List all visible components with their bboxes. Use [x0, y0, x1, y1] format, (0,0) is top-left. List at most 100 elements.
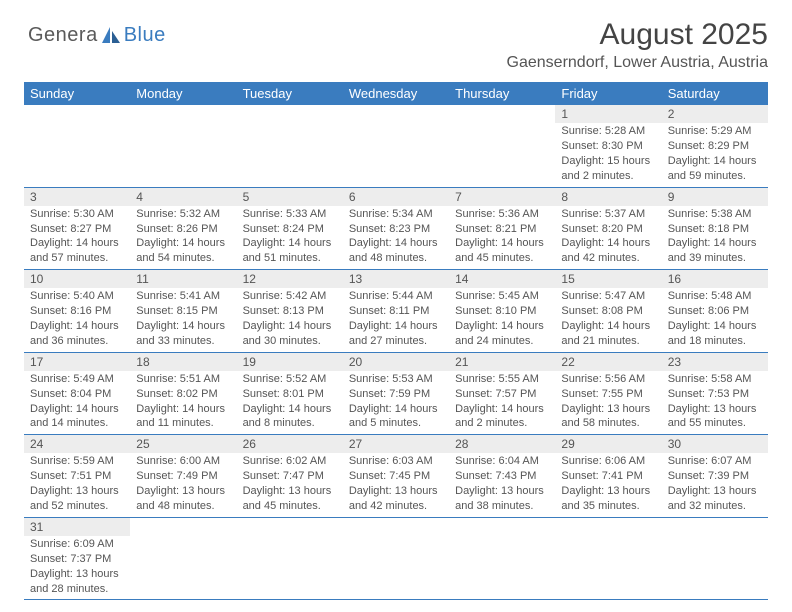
sunset-line: Sunset: 7:45 PM — [349, 469, 443, 484]
sunrise-line: Sunrise: 5:59 AM — [30, 454, 124, 469]
day-details: Sunrise: 5:44 AMSunset: 8:11 PMDaylight:… — [343, 288, 449, 351]
calendar-day-cell: 24Sunrise: 5:59 AMSunset: 7:51 PMDayligh… — [24, 435, 130, 518]
empty-day — [449, 105, 555, 123]
day-number: 3 — [24, 188, 130, 206]
calendar-day-cell: 27Sunrise: 6:03 AMSunset: 7:45 PMDayligh… — [343, 435, 449, 518]
calendar-day-cell — [449, 517, 555, 600]
sunset-line: Sunset: 8:20 PM — [561, 222, 655, 237]
day-details: Sunrise: 5:40 AMSunset: 8:16 PMDaylight:… — [24, 288, 130, 351]
day-number: 31 — [24, 518, 130, 536]
calendar-day-cell: 28Sunrise: 6:04 AMSunset: 7:43 PMDayligh… — [449, 435, 555, 518]
daylight-line: Daylight: 14 hours and 11 minutes. — [136, 402, 230, 432]
day-number: 12 — [237, 270, 343, 288]
day-number: 29 — [555, 435, 661, 453]
sunset-line: Sunset: 8:13 PM — [243, 304, 337, 319]
sunset-line: Sunset: 7:47 PM — [243, 469, 337, 484]
calendar-day-cell: 20Sunrise: 5:53 AMSunset: 7:59 PMDayligh… — [343, 352, 449, 435]
weekday-header: Friday — [555, 82, 661, 105]
daylight-line: Daylight: 14 hours and 33 minutes. — [136, 319, 230, 349]
day-details: Sunrise: 6:03 AMSunset: 7:45 PMDaylight:… — [343, 453, 449, 516]
day-number: 20 — [343, 353, 449, 371]
calendar-day-cell — [343, 105, 449, 187]
sunset-line: Sunset: 7:57 PM — [455, 387, 549, 402]
calendar-day-cell: 9Sunrise: 5:38 AMSunset: 8:18 PMDaylight… — [662, 187, 768, 270]
daylight-line: Daylight: 14 hours and 36 minutes. — [30, 319, 124, 349]
daylight-line: Daylight: 13 hours and 48 minutes. — [136, 484, 230, 514]
sunrise-line: Sunrise: 6:09 AM — [30, 537, 124, 552]
empty-day — [130, 105, 236, 123]
calendar-day-cell: 8Sunrise: 5:37 AMSunset: 8:20 PMDaylight… — [555, 187, 661, 270]
day-details: Sunrise: 5:32 AMSunset: 8:26 PMDaylight:… — [130, 206, 236, 269]
sunrise-line: Sunrise: 5:58 AM — [668, 372, 762, 387]
daylight-line: Daylight: 14 hours and 24 minutes. — [455, 319, 549, 349]
sunrise-line: Sunrise: 5:29 AM — [668, 124, 762, 139]
day-details: Sunrise: 5:53 AMSunset: 7:59 PMDaylight:… — [343, 371, 449, 434]
calendar-week-row: 3Sunrise: 5:30 AMSunset: 8:27 PMDaylight… — [24, 187, 768, 270]
sunset-line: Sunset: 8:10 PM — [455, 304, 549, 319]
daylight-line: Daylight: 15 hours and 2 minutes. — [561, 154, 655, 184]
day-details: Sunrise: 5:38 AMSunset: 8:18 PMDaylight:… — [662, 206, 768, 269]
sunrise-line: Sunrise: 5:37 AM — [561, 207, 655, 222]
sunset-line: Sunset: 8:08 PM — [561, 304, 655, 319]
calendar-day-cell: 29Sunrise: 6:06 AMSunset: 7:41 PMDayligh… — [555, 435, 661, 518]
day-details: Sunrise: 5:37 AMSunset: 8:20 PMDaylight:… — [555, 206, 661, 269]
day-number: 24 — [24, 435, 130, 453]
calendar-week-row: 17Sunrise: 5:49 AMSunset: 8:04 PMDayligh… — [24, 352, 768, 435]
daylight-line: Daylight: 13 hours and 52 minutes. — [30, 484, 124, 514]
sunrise-line: Sunrise: 5:33 AM — [243, 207, 337, 222]
day-details: Sunrise: 5:52 AMSunset: 8:01 PMDaylight:… — [237, 371, 343, 434]
day-details: Sunrise: 5:49 AMSunset: 8:04 PMDaylight:… — [24, 371, 130, 434]
sunset-line: Sunset: 7:53 PM — [668, 387, 762, 402]
day-details: Sunrise: 5:59 AMSunset: 7:51 PMDaylight:… — [24, 453, 130, 516]
day-details: Sunrise: 5:28 AMSunset: 8:30 PMDaylight:… — [555, 123, 661, 186]
daylight-line: Daylight: 14 hours and 8 minutes. — [243, 402, 337, 432]
calendar-header-row: SundayMondayTuesdayWednesdayThursdayFrid… — [24, 82, 768, 105]
day-details: Sunrise: 5:56 AMSunset: 7:55 PMDaylight:… — [555, 371, 661, 434]
sunset-line: Sunset: 8:27 PM — [30, 222, 124, 237]
daylight-line: Daylight: 14 hours and 18 minutes. — [668, 319, 762, 349]
day-number: 23 — [662, 353, 768, 371]
day-details: Sunrise: 6:06 AMSunset: 7:41 PMDaylight:… — [555, 453, 661, 516]
weekday-header: Saturday — [662, 82, 768, 105]
calendar-day-cell: 25Sunrise: 6:00 AMSunset: 7:49 PMDayligh… — [130, 435, 236, 518]
sunset-line: Sunset: 7:41 PM — [561, 469, 655, 484]
sunset-line: Sunset: 8:21 PM — [455, 222, 549, 237]
calendar-day-cell: 19Sunrise: 5:52 AMSunset: 8:01 PMDayligh… — [237, 352, 343, 435]
daylight-line: Daylight: 14 hours and 42 minutes. — [561, 236, 655, 266]
daylight-line: Daylight: 13 hours and 42 minutes. — [349, 484, 443, 514]
day-details: Sunrise: 6:00 AMSunset: 7:49 PMDaylight:… — [130, 453, 236, 516]
day-number: 30 — [662, 435, 768, 453]
day-details: Sunrise: 5:47 AMSunset: 8:08 PMDaylight:… — [555, 288, 661, 351]
daylight-line: Daylight: 13 hours and 38 minutes. — [455, 484, 549, 514]
empty-day — [237, 105, 343, 123]
day-number: 5 — [237, 188, 343, 206]
daylight-line: Daylight: 13 hours and 45 minutes. — [243, 484, 337, 514]
sunset-line: Sunset: 7:49 PM — [136, 469, 230, 484]
calendar-day-cell: 1Sunrise: 5:28 AMSunset: 8:30 PMDaylight… — [555, 105, 661, 187]
daylight-line: Daylight: 13 hours and 32 minutes. — [668, 484, 762, 514]
calendar-day-cell: 26Sunrise: 6:02 AMSunset: 7:47 PMDayligh… — [237, 435, 343, 518]
day-details: Sunrise: 6:02 AMSunset: 7:47 PMDaylight:… — [237, 453, 343, 516]
day-details: Sunrise: 5:45 AMSunset: 8:10 PMDaylight:… — [449, 288, 555, 351]
logo-text-blue: Blue — [124, 24, 166, 47]
calendar-day-cell — [555, 517, 661, 600]
day-number: 4 — [130, 188, 236, 206]
sunset-line: Sunset: 8:06 PM — [668, 304, 762, 319]
location-subtitle: Gaenserndorf, Lower Austria, Austria — [24, 54, 768, 72]
day-details: Sunrise: 5:33 AMSunset: 8:24 PMDaylight:… — [237, 206, 343, 269]
calendar-week-row: 31Sunrise: 6:09 AMSunset: 7:37 PMDayligh… — [24, 517, 768, 600]
sunrise-line: Sunrise: 5:34 AM — [349, 207, 443, 222]
calendar-day-cell: 16Sunrise: 5:48 AMSunset: 8:06 PMDayligh… — [662, 270, 768, 353]
day-number: 16 — [662, 270, 768, 288]
sunset-line: Sunset: 8:18 PM — [668, 222, 762, 237]
sunset-line: Sunset: 8:15 PM — [136, 304, 230, 319]
empty-day — [24, 105, 130, 123]
day-details: Sunrise: 5:29 AMSunset: 8:29 PMDaylight:… — [662, 123, 768, 186]
day-number: 2 — [662, 105, 768, 123]
calendar-day-cell: 3Sunrise: 5:30 AMSunset: 8:27 PMDaylight… — [24, 187, 130, 270]
calendar-week-row: 24Sunrise: 5:59 AMSunset: 7:51 PMDayligh… — [24, 435, 768, 518]
day-number: 14 — [449, 270, 555, 288]
day-number: 11 — [130, 270, 236, 288]
daylight-line: Daylight: 14 hours and 59 minutes. — [668, 154, 762, 184]
sunset-line: Sunset: 7:51 PM — [30, 469, 124, 484]
